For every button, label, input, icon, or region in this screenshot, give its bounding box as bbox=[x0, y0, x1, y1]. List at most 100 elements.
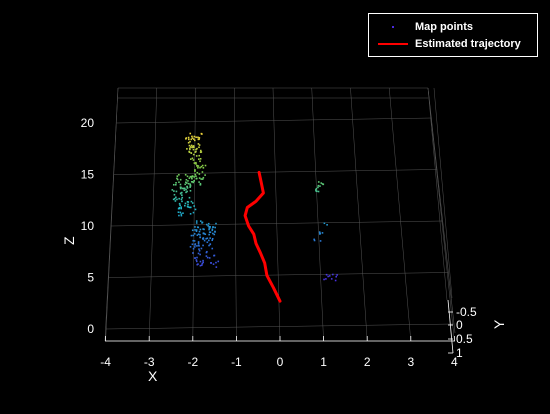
legend-label-map-points: Map points bbox=[415, 21, 474, 33]
map-point bbox=[335, 275, 338, 278]
map-point bbox=[215, 261, 217, 264]
map-point bbox=[190, 138, 193, 141]
map-point bbox=[327, 275, 329, 278]
map-point bbox=[189, 206, 192, 209]
map-point bbox=[207, 225, 210, 227]
map-point bbox=[191, 180, 194, 183]
map-point bbox=[190, 144, 193, 147]
grid-line bbox=[427, 87, 448, 301]
map-point bbox=[173, 190, 175, 192]
map-point bbox=[178, 202, 181, 205]
map-point bbox=[208, 225, 211, 228]
map-point bbox=[198, 248, 200, 250]
z-tick-label: 20 bbox=[81, 116, 95, 130]
map-point bbox=[181, 187, 184, 190]
map-point bbox=[315, 189, 317, 191]
grid-line bbox=[427, 87, 456, 334]
map-point bbox=[187, 138, 190, 141]
map-point bbox=[175, 190, 178, 193]
map-point bbox=[315, 187, 318, 190]
map-point bbox=[198, 177, 201, 179]
map-point bbox=[196, 234, 199, 236]
map-point bbox=[179, 192, 182, 195]
map-point bbox=[192, 211, 195, 214]
map-point bbox=[202, 259, 204, 262]
map-point bbox=[195, 230, 198, 233]
map-point bbox=[191, 243, 194, 246]
map-point bbox=[178, 214, 180, 217]
map-point bbox=[212, 232, 214, 235]
grid-line bbox=[113, 169, 438, 175]
map-point bbox=[192, 153, 195, 156]
z-tick-label: 15 bbox=[81, 168, 95, 182]
map-point bbox=[189, 246, 192, 248]
map-point bbox=[195, 229, 198, 231]
map-point bbox=[198, 144, 201, 146]
map-point bbox=[174, 183, 177, 186]
map-point bbox=[198, 230, 201, 233]
map-point bbox=[197, 165, 200, 167]
map-point bbox=[317, 181, 320, 183]
map-point bbox=[195, 163, 197, 165]
z-tick-label: 10 bbox=[81, 219, 95, 233]
map-point bbox=[178, 207, 181, 210]
map-point bbox=[206, 250, 208, 253]
map-point bbox=[198, 154, 201, 157]
map-point bbox=[193, 240, 196, 242]
map-point bbox=[185, 188, 187, 191]
y-tick-label: 0.5 bbox=[456, 332, 473, 346]
map-point bbox=[189, 206, 191, 209]
grid-line bbox=[234, 87, 237, 342]
map-point bbox=[205, 237, 207, 240]
map-point bbox=[197, 136, 199, 139]
map-point bbox=[187, 201, 190, 203]
map-point bbox=[201, 178, 204, 180]
map-point bbox=[201, 171, 204, 173]
map-point bbox=[201, 262, 204, 265]
map-point bbox=[193, 233, 196, 235]
map-point bbox=[183, 189, 186, 191]
map-point bbox=[184, 204, 186, 207]
map-point bbox=[200, 178, 202, 180]
map-point bbox=[200, 264, 203, 267]
map-point bbox=[188, 196, 191, 199]
map-point bbox=[202, 244, 204, 247]
map-point bbox=[199, 183, 202, 186]
map-point bbox=[209, 231, 212, 234]
map-point bbox=[177, 211, 180, 214]
map-point bbox=[211, 229, 214, 232]
map-point bbox=[202, 238, 205, 240]
map-point bbox=[183, 187, 186, 190]
trajectory-line bbox=[243, 170, 282, 303]
map-point bbox=[191, 146, 193, 149]
x-tick-label: -2 bbox=[187, 355, 198, 369]
map-point bbox=[180, 191, 183, 194]
map-point bbox=[199, 182, 202, 185]
map-point bbox=[204, 174, 206, 176]
map-point bbox=[185, 137, 188, 139]
map-point bbox=[202, 237, 205, 239]
map-point bbox=[208, 233, 210, 236]
map-point bbox=[178, 197, 180, 200]
map-point bbox=[195, 259, 198, 261]
map-point bbox=[181, 200, 183, 203]
legend-trajectory-line bbox=[378, 43, 408, 45]
map-point bbox=[313, 238, 315, 241]
map-point bbox=[201, 133, 203, 135]
y-tick-label: 1 bbox=[456, 346, 463, 360]
map-point bbox=[199, 157, 202, 160]
grid-line bbox=[192, 87, 196, 342]
map-point bbox=[181, 196, 184, 199]
map-point bbox=[197, 158, 200, 160]
map-point bbox=[199, 220, 202, 222]
map-point bbox=[194, 208, 197, 211]
map-point bbox=[316, 190, 318, 193]
map-point bbox=[208, 257, 211, 259]
grid-line bbox=[116, 117, 432, 124]
map-point bbox=[186, 148, 188, 150]
x-tick-label: 0 bbox=[277, 355, 284, 369]
map-point bbox=[186, 185, 188, 188]
map-point bbox=[192, 252, 194, 254]
map-point bbox=[185, 191, 187, 194]
